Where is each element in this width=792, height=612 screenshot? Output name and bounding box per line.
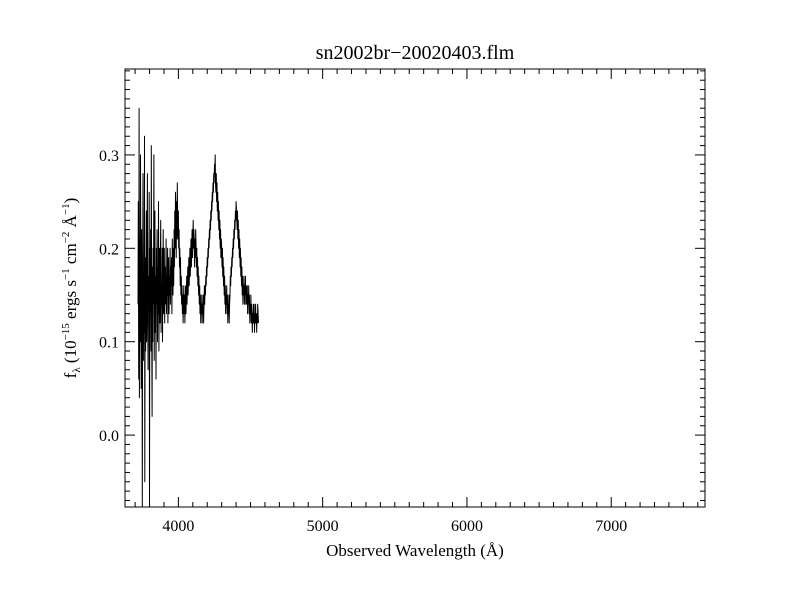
y-axis-label: fλ (10−15 ergs s−1 cm−2 Å−1) [60, 198, 83, 379]
x-tick-label: 7000 [595, 518, 627, 535]
y-label-main: f [61, 372, 80, 378]
y-label-cm: cm [61, 243, 80, 268]
tick-labels: 4000 5000 6000 7000 0.0 0.1 0.2 0.3 [99, 148, 627, 535]
y-label-ergs: ergs s [61, 280, 80, 323]
y-label-exp2: −1 [60, 268, 72, 280]
y-tick-label: 0.0 [99, 428, 119, 445]
plot-frame [124, 68, 706, 508]
y-label-open: (10 [61, 340, 80, 367]
y-label-ang: Å [61, 214, 80, 231]
y-label-exp3: −2 [60, 232, 72, 244]
y-label-exp1: −15 [60, 323, 72, 341]
y-label-exp4: −1 [60, 203, 72, 215]
x-axis-label: Observed Wavelength (Å) [326, 541, 504, 560]
axis-ticks [125, 69, 705, 507]
y-tick-label: 0.1 [99, 335, 119, 352]
y-tick-label: 0.2 [99, 241, 119, 258]
x-tick-label: 4000 [162, 518, 194, 535]
chart-title: sn2002br−20020403.flm [316, 42, 515, 64]
x-tick-label: 6000 [451, 518, 483, 535]
y-label-sub: λ [71, 367, 83, 373]
y-label-close: ) [61, 198, 80, 204]
spectrum-line [137, 107, 259, 508]
x-tick-label: 5000 [307, 518, 339, 535]
y-tick-label: 0.3 [99, 148, 119, 165]
